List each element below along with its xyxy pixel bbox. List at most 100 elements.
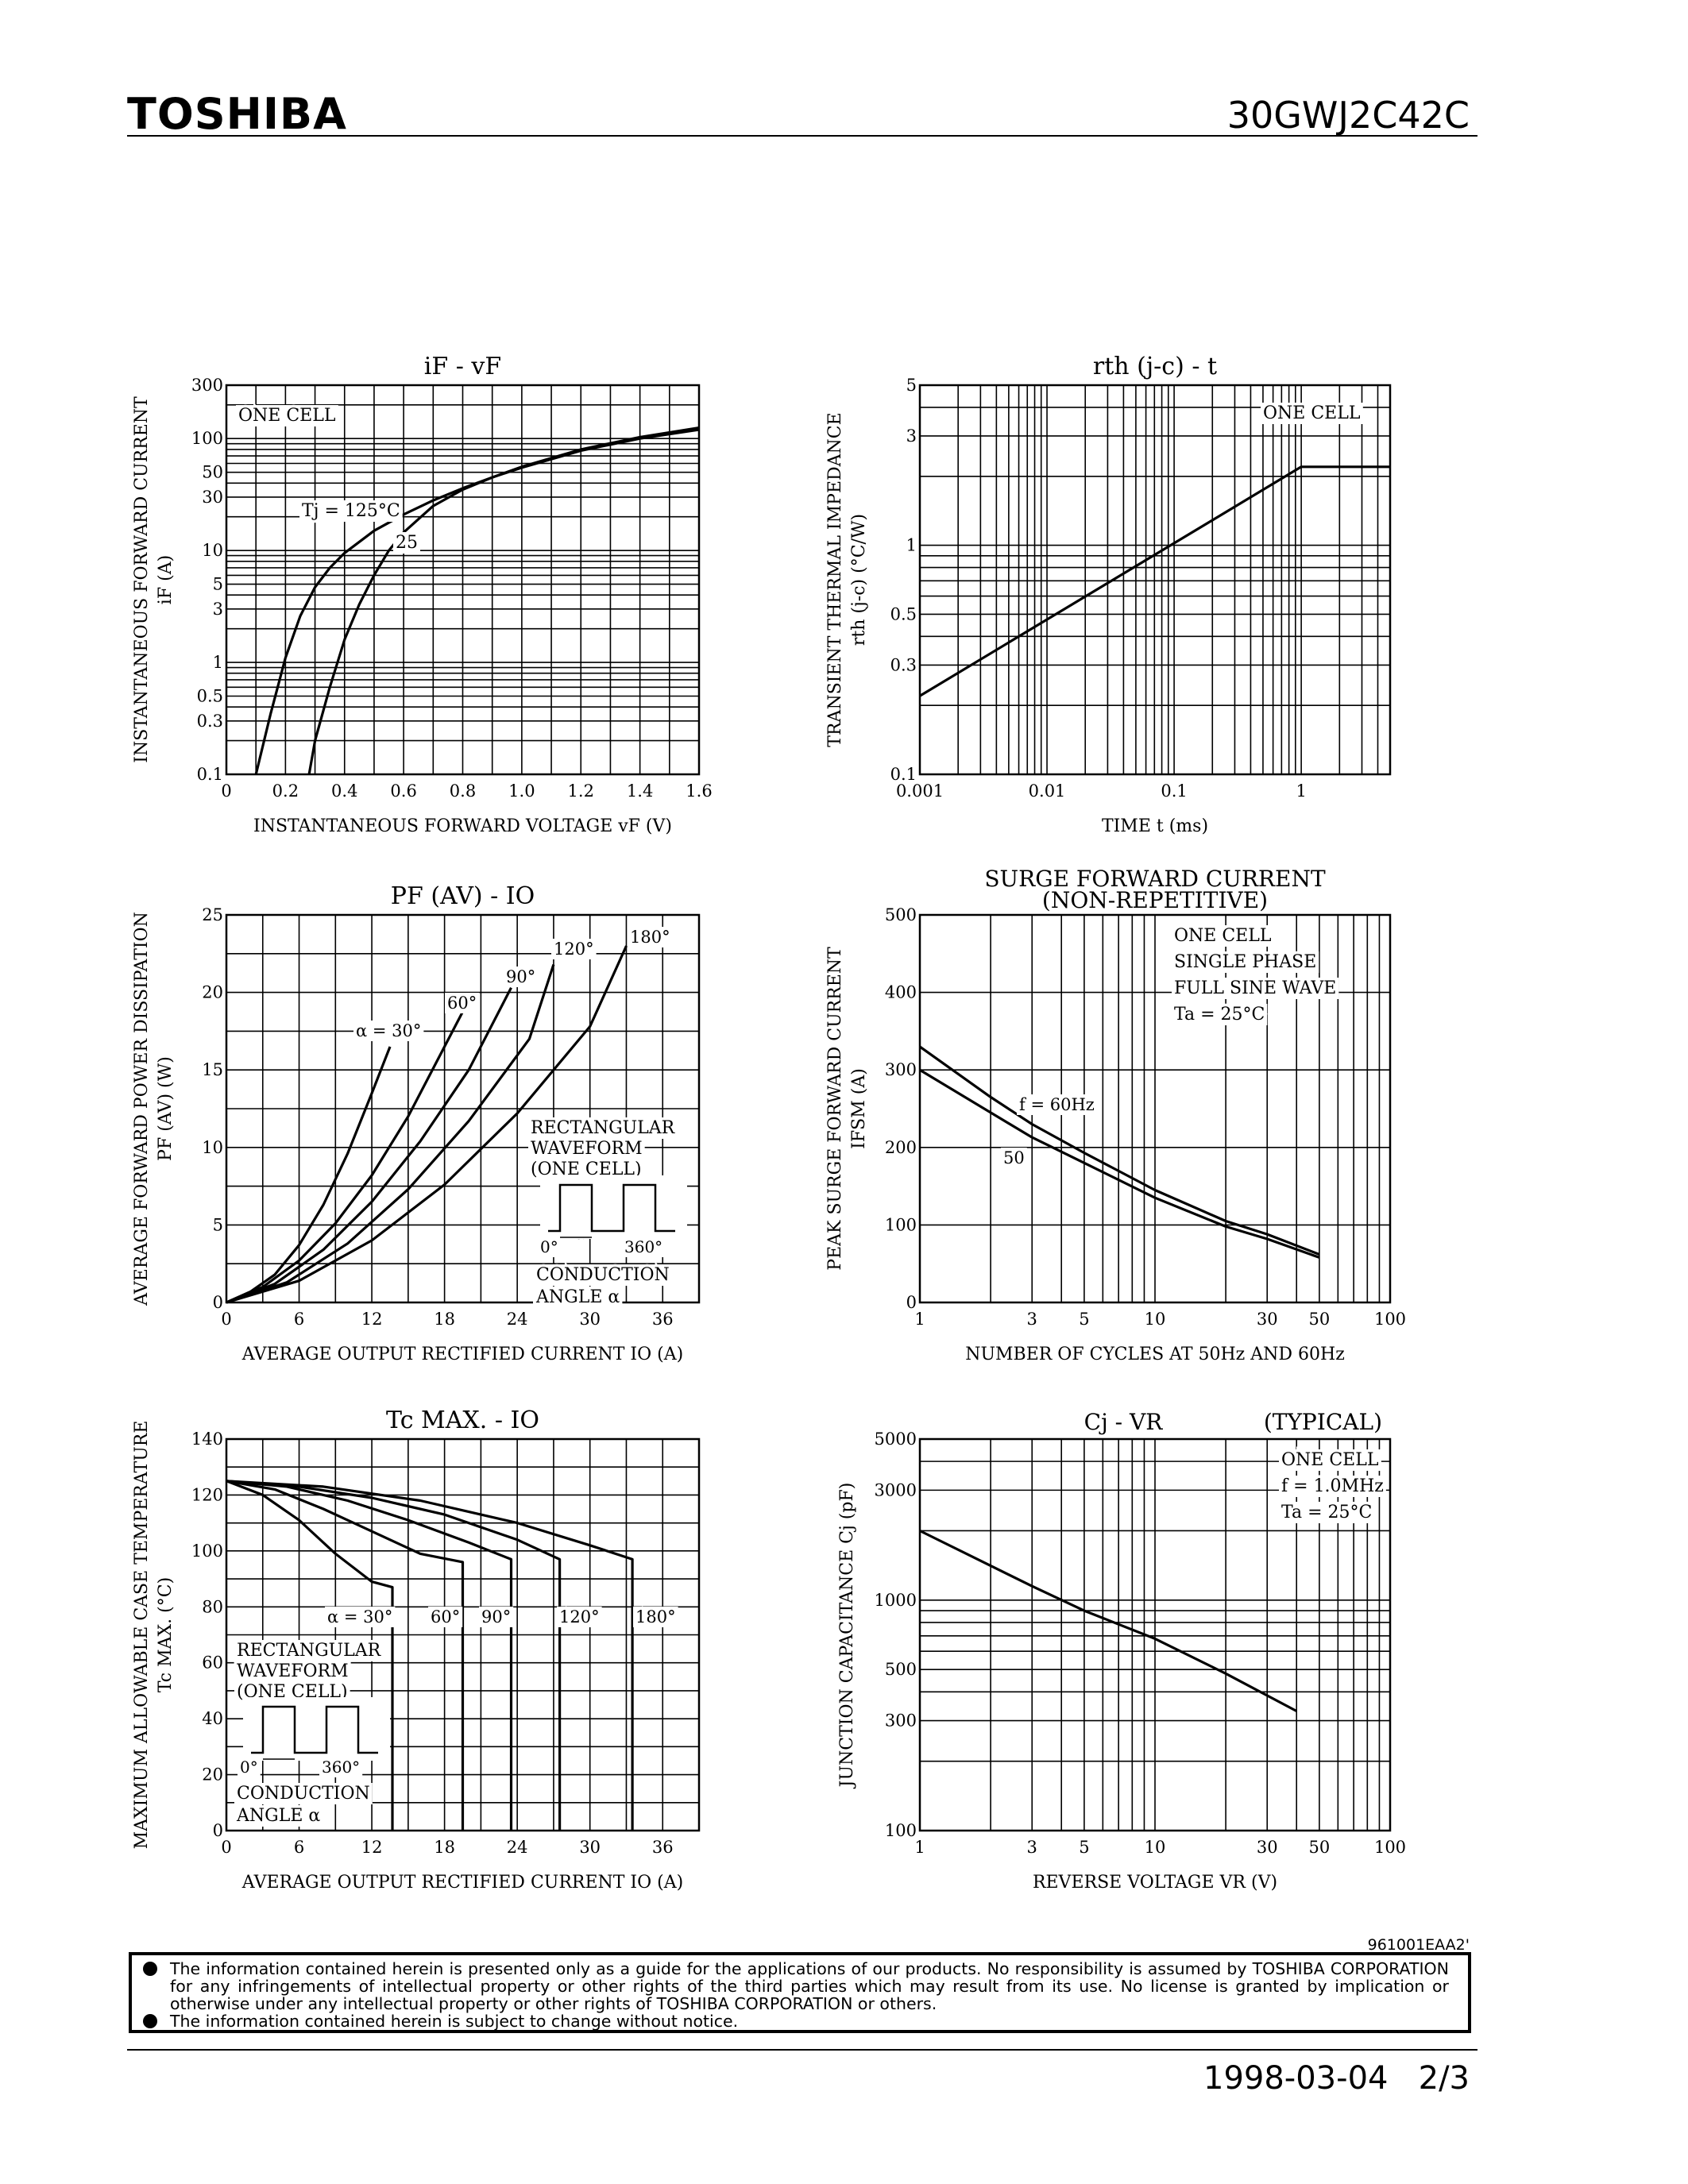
y-tick-label: 400 bbox=[885, 983, 917, 1002]
y-tick-label: 100 bbox=[191, 429, 223, 448]
x-axis-label: AVERAGE OUTPUT RECTIFIED CURRENT IO (A) bbox=[241, 1873, 683, 1893]
annotation-bg bbox=[1261, 403, 1363, 424]
series-line bbox=[226, 945, 628, 1304]
x-tick-label: 12 bbox=[361, 1310, 383, 1329]
annotation-label: ANGLE α bbox=[236, 1806, 320, 1826]
annotation-bg bbox=[234, 1661, 351, 1682]
annotation-label: 60° bbox=[431, 1607, 460, 1626]
annotation-bg bbox=[622, 1237, 666, 1257]
plot-frame bbox=[918, 384, 1392, 776]
annotation-bg bbox=[234, 1640, 384, 1661]
x-tick-label: 3 bbox=[1027, 1838, 1037, 1857]
plot-frame bbox=[918, 913, 1392, 1304]
chart-rth_t: 0.001 0.01 0.1 1 0.1 0.3 0.5 1 3 5 rth (j-c) - t TI… bbox=[825, 353, 1392, 836]
x-tick-label: 24 bbox=[507, 1310, 528, 1329]
annotation-bg bbox=[1279, 1502, 1375, 1523]
x-axis-label: INSTANTANEOUS FORWARD VOLTAGE vF (V) bbox=[253, 816, 672, 836]
x-tick-label: 0.1 bbox=[1161, 781, 1187, 801]
annotation-label: WAVEFORM bbox=[237, 1661, 349, 1681]
y-tick-label: 0.5 bbox=[890, 604, 917, 623]
y-tick-label: 5 bbox=[906, 376, 917, 395]
annotation-bg bbox=[551, 939, 597, 959]
annotation-label: CONDUCTION bbox=[536, 1265, 670, 1285]
part-number: 30GWJ2C42C bbox=[1226, 94, 1470, 137]
plot-frame bbox=[918, 1437, 1392, 1832]
x-tick-label: 18 bbox=[434, 1838, 455, 1857]
annotation-bg bbox=[504, 967, 539, 987]
waveform-bg bbox=[243, 1697, 390, 1761]
y-axis-label: PEAK SURGE FORWARD CURRENT bbox=[825, 947, 845, 1271]
x-tick-label: 1 bbox=[914, 1310, 925, 1329]
notice-text-2: The information contained herein is subj… bbox=[170, 2012, 739, 2031]
y-tick-label: 3000 bbox=[875, 1480, 917, 1499]
y-tick-label: 140 bbox=[191, 1430, 223, 1449]
annotation-bg bbox=[234, 1783, 373, 1804]
y-tick-label: 0.3 bbox=[890, 655, 917, 674]
y-tick-label: 25 bbox=[202, 905, 223, 924]
y-tick-label: 500 bbox=[885, 905, 917, 924]
x-axis-label: TIME t (ms) bbox=[1102, 816, 1208, 836]
annotation-label: Tj = 125°C bbox=[302, 501, 400, 521]
x-tick-label: 6 bbox=[294, 1310, 304, 1329]
annotation-bg bbox=[1001, 1148, 1027, 1168]
annotation-label: RECTANGULAR bbox=[531, 1118, 676, 1138]
x-tick-label: 1 bbox=[914, 1838, 925, 1857]
y-tick-label: 10 bbox=[202, 1138, 223, 1157]
brand-logo: TOSHIBA bbox=[127, 89, 347, 139]
x-tick-label: 0.4 bbox=[331, 781, 357, 801]
chart-title: (NON-REPETITIVE) bbox=[1042, 887, 1268, 913]
chart-tc_io: 0 6 12 18 24 30 36 0 20 40 60 80 100 120 140 Tc MAX. - … bbox=[132, 1406, 701, 1893]
y-tick-label: 120 bbox=[191, 1485, 223, 1504]
annotation-bg bbox=[234, 1805, 323, 1827]
x-tick-label: 10 bbox=[1145, 1310, 1166, 1329]
plot-frame bbox=[225, 384, 701, 776]
annotation-label: 180° bbox=[635, 1607, 676, 1626]
series-line bbox=[919, 1530, 1297, 1712]
y-tick-label: 1 bbox=[906, 536, 917, 555]
y-tick-label: 3 bbox=[213, 600, 223, 619]
series-line bbox=[919, 1045, 1320, 1256]
y-tick-label: 100 bbox=[885, 1821, 917, 1840]
x-tick-label: 1.4 bbox=[627, 781, 653, 801]
annotation-label: CONDUCTION bbox=[237, 1784, 370, 1804]
y-tick-label: 80 bbox=[202, 1597, 223, 1616]
y-tick-label: 0 bbox=[906, 1293, 917, 1312]
x-tick-label: 1.0 bbox=[508, 781, 535, 801]
x-tick-label: 0.8 bbox=[450, 781, 476, 801]
chart-title: PF (AV) - IO bbox=[391, 882, 535, 910]
annotation-bg bbox=[236, 405, 338, 426]
annotation-label: 90° bbox=[481, 1607, 511, 1626]
x-axis-label: REVERSE VOLTAGE VR (V) bbox=[1033, 1873, 1277, 1893]
y-tick-label: 1 bbox=[213, 653, 223, 672]
annotation-bg bbox=[1279, 1449, 1381, 1471]
y-axis-label: IFSM (A) bbox=[849, 1068, 869, 1149]
chart-pf_io: 0 6 12 18 24 30 36 0 5 10 15 20 25 PF (AV) - IO AVERAG… bbox=[132, 882, 701, 1364]
x-tick-label: 36 bbox=[652, 1838, 674, 1857]
series-line bbox=[226, 1046, 392, 1304]
x-tick-label: 10 bbox=[1145, 1838, 1166, 1857]
footer-rule bbox=[127, 2049, 1477, 2051]
annotation-bg bbox=[1172, 978, 1339, 999]
y-axis-label: iF (A) bbox=[156, 555, 176, 604]
x-tick-label: 0 bbox=[221, 1838, 231, 1857]
x-tick-label: 30 bbox=[579, 1838, 601, 1857]
chart-if_vf: 0 0.2 0.4 0.6 0.8 1.0 1.2 1.4 1.6 0.1 0.3 0.5 1 3 5 10 3… bbox=[132, 353, 713, 836]
y-tick-label: 40 bbox=[202, 1709, 223, 1728]
series-line bbox=[919, 465, 1390, 697]
x-tick-label: 24 bbox=[507, 1838, 528, 1857]
y-tick-label: 100 bbox=[191, 1542, 223, 1561]
annotation-bg bbox=[445, 993, 480, 1013]
annotation-bg bbox=[1017, 1094, 1097, 1115]
annotation-bg bbox=[1279, 1476, 1386, 1497]
x-tick-label: 0 bbox=[221, 1310, 231, 1329]
x-tick-label: 0.2 bbox=[272, 781, 299, 801]
series-line bbox=[226, 964, 555, 1304]
x-tick-label: 0 bbox=[221, 781, 231, 801]
x-tick-label: 0.001 bbox=[896, 781, 944, 801]
y-tick-label: 0 bbox=[213, 1293, 223, 1312]
y-tick-label: 300 bbox=[885, 1711, 917, 1731]
annotation-label: SINGLE PHASE bbox=[1174, 952, 1316, 972]
annotation-bg bbox=[538, 1237, 561, 1257]
y-tick-label: 5000 bbox=[875, 1430, 917, 1449]
x-tick-label: 5 bbox=[1079, 1838, 1089, 1857]
